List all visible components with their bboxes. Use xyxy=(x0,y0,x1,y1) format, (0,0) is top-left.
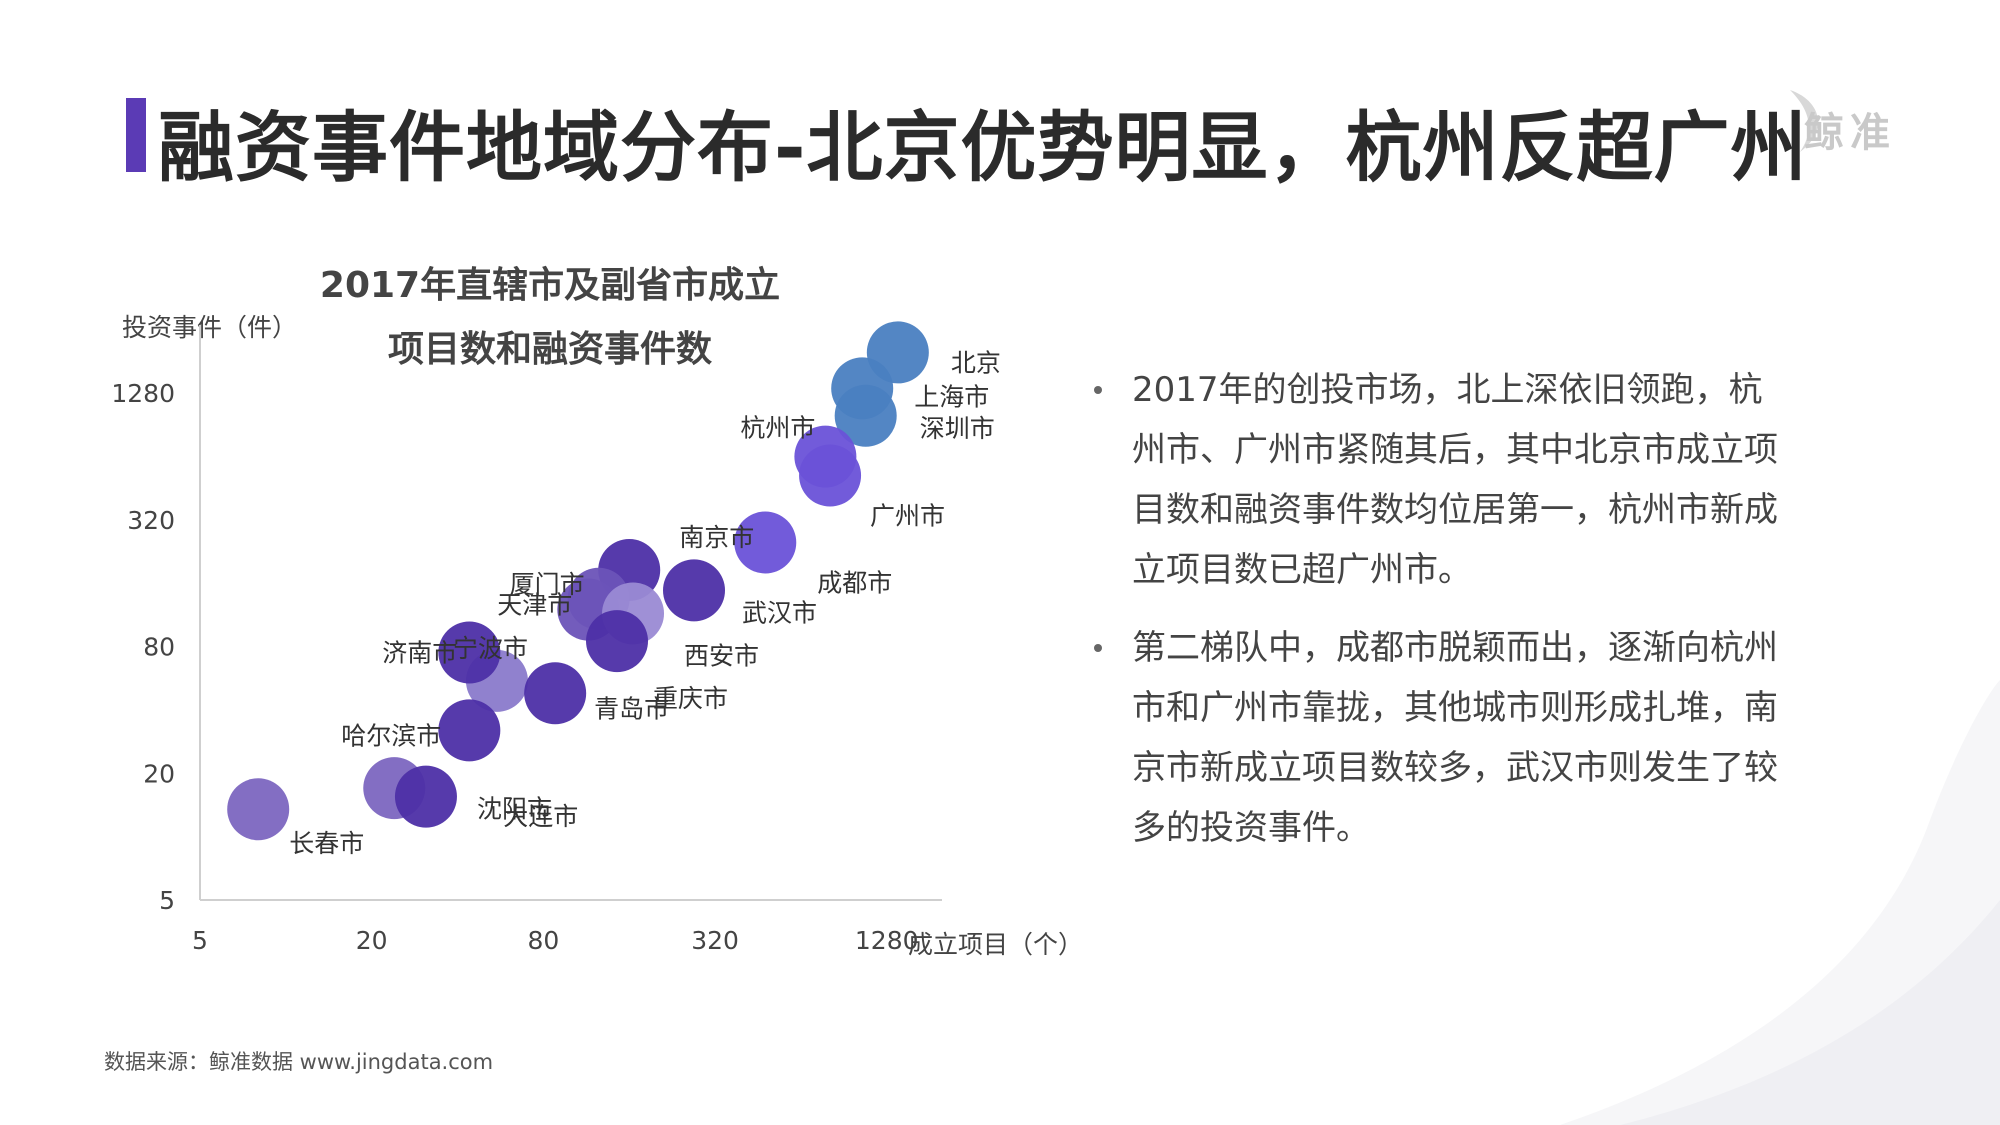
bubble-point xyxy=(524,662,587,725)
bullet-dot-icon xyxy=(1094,644,1102,652)
logo-text: 鲸准 xyxy=(1804,110,1896,156)
x-tick-label: 20 xyxy=(356,926,388,955)
bubble-point xyxy=(438,699,501,762)
insight-item-2: 第二梯队中，成都市脱颖而出，逐渐向杭州市和广州市靠拢，其他城市则形成扎堆，南京市… xyxy=(1090,618,1790,858)
bubble-point xyxy=(586,610,649,673)
y-tick-label: 1280 xyxy=(111,379,175,408)
insight-text-2: 第二梯队中，成都市脱颖而出，逐渐向杭州市和广州市靠拢，其他城市则形成扎堆，南京市… xyxy=(1132,628,1778,848)
point-label: 西安市 xyxy=(684,641,759,670)
bubble-point xyxy=(438,621,501,684)
point-label: 南京市 xyxy=(679,523,754,552)
point-label: 长春市 xyxy=(289,829,364,858)
y-tick-label: 20 xyxy=(143,759,175,788)
bullet-dot-icon xyxy=(1094,386,1102,394)
y-axis-label: 投资事件（件） xyxy=(122,313,298,342)
y-tick-label: 80 xyxy=(143,633,175,662)
axes: 5 20 80 320 1280 5 20 80 320 1280 xyxy=(111,325,942,955)
point-label: 青岛市 xyxy=(594,694,669,723)
point-label: 北京市 xyxy=(951,348,1000,377)
y-tick-label: 320 xyxy=(127,506,175,535)
x-tick-label: 1280 xyxy=(855,926,919,955)
bubble-point xyxy=(663,559,726,622)
point-label: 哈尔滨市 xyxy=(341,721,441,750)
bubbles xyxy=(227,321,929,841)
insight-list: 2017年的创投市场，北上深依旧领跑，杭州市、广州市紧随其后，其中北京市成立项目… xyxy=(1090,360,1790,876)
bubble-point xyxy=(394,765,457,828)
point-label: 武汉市 xyxy=(742,598,817,627)
page-title: 融资事件地域分布-北京优势明显，杭州反超广州 xyxy=(158,103,1808,192)
jingzhun-logo-icon xyxy=(1790,90,1819,152)
point-label: 上海市 xyxy=(914,382,989,411)
x-tick-label: 5 xyxy=(192,926,208,955)
point-label: 成都市 xyxy=(817,568,892,597)
point-label: 重庆市 xyxy=(653,684,728,713)
chart-title-line1: 2017年直辖市及副省市成立 xyxy=(319,265,781,306)
bubble-point xyxy=(227,778,290,841)
point-label: 厦门市 xyxy=(510,570,585,599)
point-label: 大连市 xyxy=(503,802,578,831)
bubble-point xyxy=(799,444,862,507)
title-accent-bar xyxy=(126,98,146,172)
bubble-chart: 5 20 80 320 1280 5 20 80 320 1280 北京市上海市深圳市 杭州市广州市… xyxy=(111,321,1000,955)
point-label: 沈阳市 xyxy=(477,795,552,824)
x-tick-label: 320 xyxy=(691,926,739,955)
x-tick-label: 80 xyxy=(527,926,559,955)
chart-title-line2: 项目数和融资事件数 xyxy=(387,329,712,370)
point-label: 济南市 xyxy=(382,639,457,668)
point-label: 广州市 xyxy=(870,502,945,531)
point-label: 深圳市 xyxy=(920,414,995,443)
insight-text-1: 2017年的创投市场，北上深依旧领跑，杭州市、广州市紧随其后，其中北京市成立项目… xyxy=(1132,370,1778,590)
insight-item-1: 2017年的创投市场，北上深依旧领跑，杭州市、广州市紧随其后，其中北京市成立项目… xyxy=(1090,360,1790,600)
bubble-point xyxy=(734,511,797,574)
y-tick-label: 5 xyxy=(159,886,175,915)
bubble-point xyxy=(834,384,897,447)
data-source: 数据来源：鲸准数据 www.jingdata.com xyxy=(104,1050,494,1074)
point-label: 天津市 xyxy=(497,591,572,620)
point-label: 杭州市 xyxy=(740,414,815,443)
point-label: 宁波市 xyxy=(453,634,528,663)
x-axis-label: 成立项目（个） xyxy=(908,930,1084,959)
